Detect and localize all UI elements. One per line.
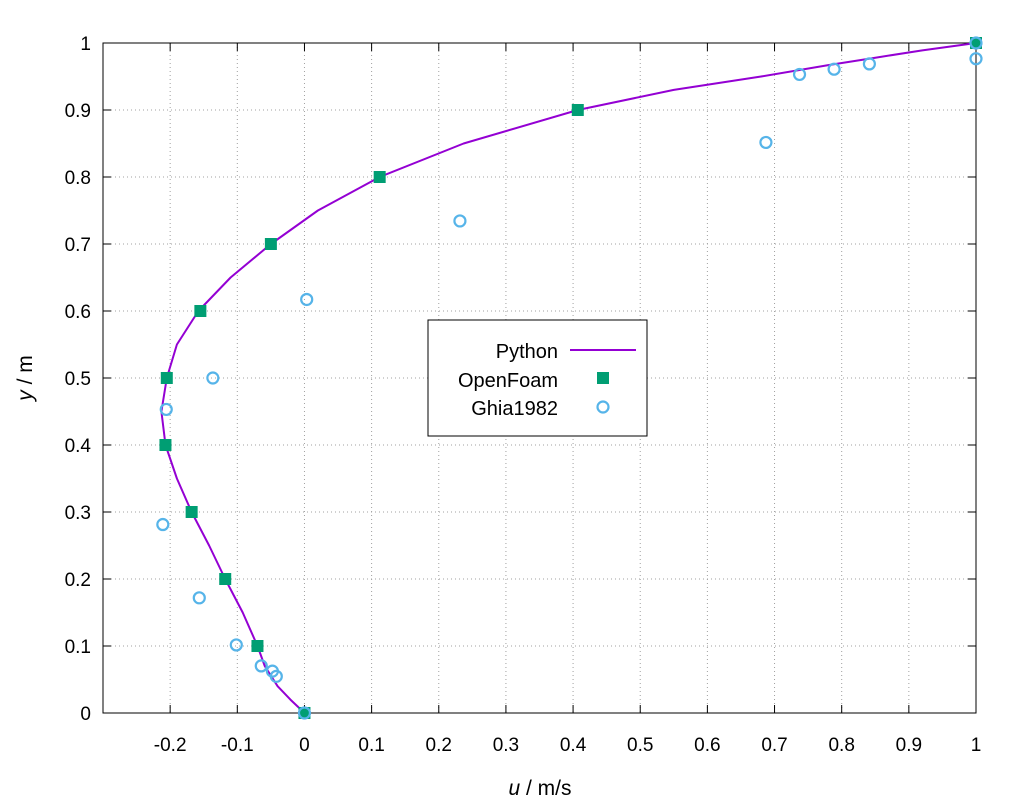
marker-ghia1982 xyxy=(759,135,773,150)
marker-openfoam xyxy=(185,506,198,518)
x-tick-label: 0.5 xyxy=(627,735,653,756)
legend-label-ghia1982: Ghia1982 xyxy=(471,398,558,420)
x-tick-label: 0.9 xyxy=(896,735,922,756)
marker-ghia1982 xyxy=(159,402,173,417)
x-axis-unit: / m/s xyxy=(520,777,571,800)
marker-ghia1982 xyxy=(453,214,467,228)
y-axis-label: y / m xyxy=(14,355,37,403)
marker-ghia1982 xyxy=(229,638,243,652)
tick-labels: -0.2 -0.1 0 0.1 0.2 0.3 0.4 0.5 0.6 0.7 0.8 0.9 1 0 0.… xyxy=(65,34,982,756)
legend: Python OpenFoam Ghia1982 xyxy=(427,319,648,437)
plot-frame xyxy=(102,42,977,714)
series-layer xyxy=(156,36,983,720)
y-tick-label: 1 xyxy=(80,34,91,55)
legend-swatch-ghia1982 xyxy=(596,400,610,414)
marker-openfoam xyxy=(159,439,172,451)
x-tick-label: 1 xyxy=(971,735,982,756)
x-axis-variable: u xyxy=(508,777,520,800)
legend-box xyxy=(427,319,648,437)
y-tick-label: 0.1 xyxy=(65,637,91,658)
x-axis-label: u / m/s xyxy=(508,777,571,800)
marker-ghia1982 xyxy=(156,517,170,532)
marker-ghia1982 xyxy=(969,52,983,66)
y-tick-label: 0.5 xyxy=(65,369,91,390)
marker-openfoam xyxy=(298,707,311,719)
marker-ghia1982 xyxy=(297,706,312,720)
legend-label-python: Python xyxy=(496,341,558,363)
series-line-python xyxy=(160,42,977,714)
marker-ghia1982 xyxy=(206,371,220,385)
marker-openfoam xyxy=(194,305,207,317)
marker-openfoam xyxy=(160,372,173,384)
y-tick-label: 0.8 xyxy=(65,168,91,189)
x-tick-label: 0.3 xyxy=(493,735,519,756)
x-tick-label: 0 xyxy=(299,735,310,756)
marker-ghia1982 xyxy=(300,292,314,307)
ticks xyxy=(103,42,977,714)
marker-openfoam xyxy=(571,104,584,116)
legend-swatch-openfoam xyxy=(597,372,609,384)
marker-ghia1982 xyxy=(254,659,268,673)
marker-ghia1982 xyxy=(969,36,983,50)
marker-ghia1982 xyxy=(265,664,279,678)
marker-openfoam xyxy=(970,37,982,49)
marker-ghia1982 xyxy=(862,57,876,71)
y-axis-unit: / m xyxy=(14,355,37,390)
y-axis-variable: y xyxy=(14,389,37,403)
x-tick-label: 0.6 xyxy=(694,735,720,756)
x-tick-label: 0.7 xyxy=(761,735,787,756)
x-tick-label: 0.4 xyxy=(560,735,587,756)
marker-openfoam xyxy=(219,573,232,585)
y-tick-label: 0.7 xyxy=(65,235,91,256)
marker-ghia1982 xyxy=(192,591,206,605)
legend-label-openfoam: OpenFoam xyxy=(458,370,558,392)
marker-openfoam xyxy=(373,171,386,183)
y-tick-label: 0 xyxy=(80,704,91,725)
marker-ghia1982 xyxy=(792,67,807,82)
x-tick-label: -0.2 xyxy=(154,735,187,756)
marker-openfoam xyxy=(251,640,264,652)
x-tick-label: -0.1 xyxy=(221,735,254,756)
x-tick-label: 0.2 xyxy=(426,735,452,756)
marker-ghia1982 xyxy=(827,62,841,76)
x-tick-label: 0.8 xyxy=(828,735,854,756)
y-tick-label: 0.9 xyxy=(65,101,91,122)
x-tick-label: 0.1 xyxy=(358,735,384,756)
y-tick-label: 0.6 xyxy=(65,302,91,323)
y-tick-label: 0.3 xyxy=(65,503,91,524)
y-tick-label: 0.4 xyxy=(65,436,92,457)
y-tick-label: 0.2 xyxy=(65,570,91,591)
marker-openfoam xyxy=(264,238,277,250)
